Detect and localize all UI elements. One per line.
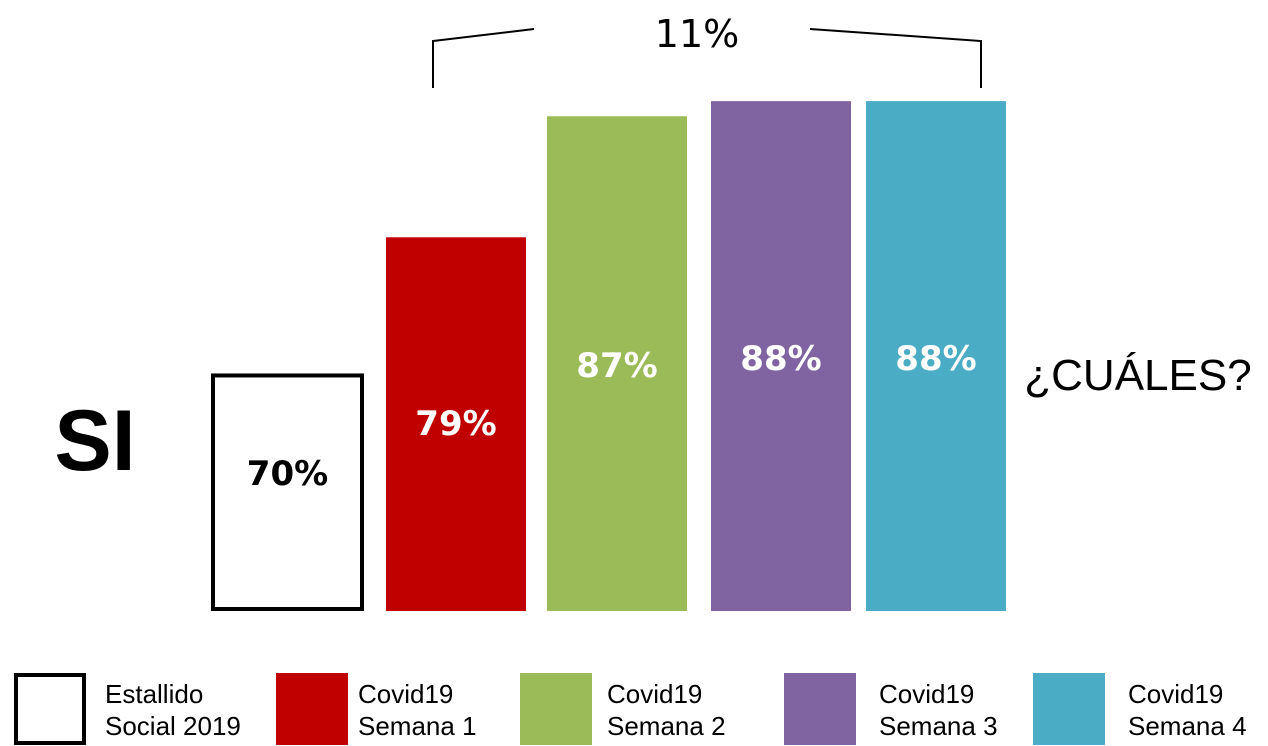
bracket-label: 11%: [655, 12, 739, 56]
bracket-annotation: 11%: [432, 12, 982, 88]
legend-label-line1: Covid19: [358, 679, 454, 709]
legend-swatch-5: [1033, 673, 1105, 745]
bar-2: [386, 237, 526, 611]
legend-label-5: Covid19 Semana 4: [1128, 678, 1247, 742]
bar-4: [711, 101, 851, 611]
bracket-left: [432, 28, 535, 88]
legend-label-4: Covid19 Semana 3: [879, 678, 998, 742]
legend-label-line1: Covid19: [607, 679, 703, 709]
legend-label-line1: Covid19: [879, 679, 975, 709]
legend-swatch-3: [520, 673, 592, 745]
bar-5: [866, 101, 1006, 611]
legend-label-line1: Covid19: [1128, 679, 1224, 709]
legend-label-line2: Semana 2: [607, 711, 726, 741]
bars-group: 70% 79% 87% 88% 88%: [211, 101, 1006, 612]
legend-label-line2: Semana 4: [1128, 711, 1247, 741]
legend-swatch-4: [784, 673, 856, 745]
bracket-right: [809, 28, 982, 88]
bar-value-label-2: 79%: [415, 404, 496, 444]
row-label: SI: [54, 393, 135, 489]
legend-label-2: Covid19 Semana 1: [358, 678, 477, 742]
legend: Estallido Social 2019 Covid19 Semana 1 Covid…: [0, 664, 1268, 746]
legend-label-1: Estallido Social 2019: [105, 678, 241, 742]
legend-swatch-2: [276, 673, 348, 745]
bar-3: [547, 116, 687, 612]
bar-value-label-1: 70%: [247, 454, 328, 494]
bar-1: [211, 373, 364, 612]
legend-label-line1: Estallido: [105, 679, 204, 709]
legend-label-line2: Social 2019: [105, 711, 241, 741]
bar-value-label-3: 87%: [576, 346, 657, 386]
bar-value-label-4: 88%: [740, 339, 821, 379]
legend-swatch-1: [14, 673, 86, 745]
legend-label-3: Covid19 Semana 2: [607, 678, 726, 742]
legend-label-line2: Semana 1: [358, 711, 477, 741]
bar-value-label-5: 88%: [895, 339, 976, 379]
legend-label-line2: Semana 3: [879, 711, 998, 741]
side-annotation: ¿CUÁLES?: [1024, 351, 1251, 400]
